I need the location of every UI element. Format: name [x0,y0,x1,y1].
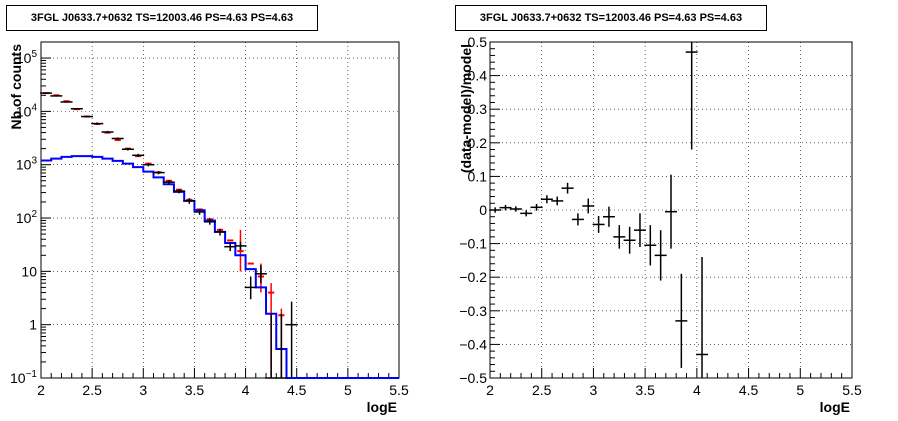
left-x-tick-label: 5.5 [389,382,409,398]
right-x-tick-label: 3.5 [635,382,655,398]
right-chart-title: 3FGL J0633.7+0632 TS=12003.46 PS=4.63 PS… [455,5,767,31]
left-x-tick-label: 3 [139,382,147,398]
right-y-tick-label: −0.1 [459,236,487,252]
left-chart-title: 3FGL J0633.7+0632 TS=12003.46 PS=4.63 PS… [6,5,318,31]
left-component-step-line [41,155,399,379]
right-x-tick-label: 2 [486,382,494,398]
right-x-tick-label: 5.5 [842,382,862,398]
right-y-tick-label: −0.3 [459,303,487,319]
right-y-tick-label: 0.5 [468,34,488,50]
right-y-tick-label: 0.2 [468,135,488,151]
left-x-tick-label: 2.5 [82,382,102,398]
right-y-axis-label: (data-model)/model [458,44,474,173]
right-y-tick-label: 0.1 [468,168,488,184]
right-x-tick-label: 5 [796,382,804,398]
right-x-tick-label: 4.5 [739,382,759,398]
left-y-axis-label: Nb of counts [8,44,24,130]
left-y-tick-label: 103 [16,156,38,173]
left-x-axis-label: logE [367,399,397,415]
left-x-tick-label: 5 [344,382,352,398]
right-x-tick-label: 2.5 [532,382,552,398]
right-y-tick-label: 0.3 [468,101,488,117]
right-y-tick-label: −0.5 [459,370,487,386]
left-x-tick-label: 2 [37,382,45,398]
left-x-tick-label: 4.5 [287,382,307,398]
left-x-tick-label: 4 [242,382,250,398]
left-y-tick-label: 102 [16,209,38,226]
left-y-tick-label: 105 [16,49,38,66]
left-x-tick-label: 3.5 [185,382,205,398]
right-x-axis-label: logE [820,399,850,415]
left-y-tick-label: 10−1 [10,369,37,386]
right-y-tick-label: −0.2 [459,269,487,285]
right-y-tick-label: −0.4 [459,336,487,352]
left-y-tick-label: 104 [16,102,38,119]
right-x-tick-label: 3 [590,382,598,398]
left-y-tick-label: 10 [21,263,37,279]
right-x-tick-label: 4 [693,382,701,398]
right-y-tick-label: 0 [479,202,487,218]
right-y-tick-label: 0.4 [468,68,488,84]
left-plot-frame [40,41,400,379]
left-y-tick-label: 1 [29,317,37,333]
